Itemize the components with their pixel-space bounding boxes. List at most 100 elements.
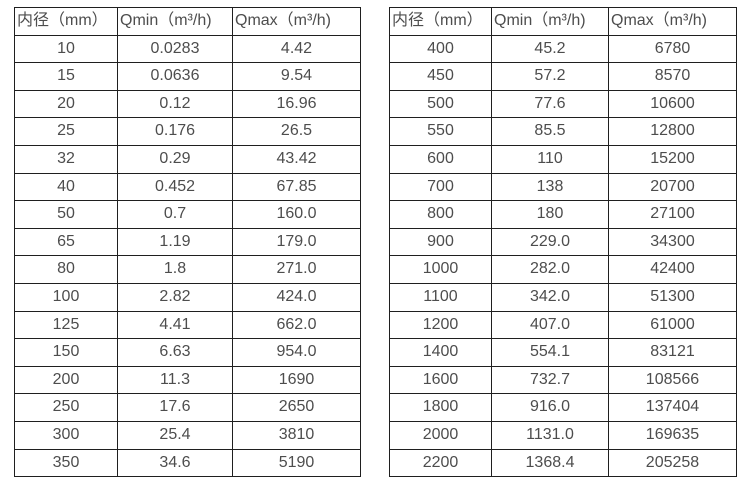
header-row: 内径（mm） Qmin（m³/h) Qmax（m³/h) [389, 7, 737, 36]
table-row: 2200 1368.4 205258 [389, 448, 737, 478]
qmax-cell: 10600 [608, 89, 737, 119]
inner-diameter-cell: 1400 [389, 338, 492, 367]
table-row: 32 0.29 43.42 [14, 144, 361, 174]
table-row: 1000 282.0 42400 [389, 255, 737, 284]
inner-diameter-cell: 1600 [389, 365, 492, 395]
table-row: 900 229.0 34300 [389, 227, 737, 257]
qmin-cell: 77.6 [491, 89, 609, 119]
qmin-cell: 732.7 [491, 365, 609, 395]
qmin-cell: 11.3 [117, 365, 233, 395]
table-body: 10 0.0283 4.42 15 0.0636 9.54 20 0.12 16.96 25 0.1… [14, 34, 361, 478]
table-header: 内径（mm） Qmin（m³/h) Qmax（m³/h) [14, 7, 361, 36]
table-body: 400 45.2 6780 450 57.2 8570 500 77.6 10600 550 85.… [389, 34, 737, 478]
table-row: 2000 1131.0 169635 [389, 420, 737, 450]
qmax-cell: 43.42 [232, 144, 361, 174]
col-header-qmax: Qmax（m³/h) [608, 7, 737, 36]
qmin-cell: 57.2 [491, 62, 609, 91]
table-row: 1600 732.7 108566 [389, 365, 737, 395]
qmax-cell: 108566 [608, 365, 737, 395]
qmax-cell: 5190 [232, 448, 361, 478]
qmin-cell: 25.4 [117, 420, 233, 450]
qmin-cell: 4.41 [117, 310, 233, 340]
qmax-cell: 67.85 [232, 172, 361, 202]
qmin-cell: 45.2 [491, 34, 609, 64]
col-header-inner-diameter: 内径（mm） [14, 7, 118, 36]
qmax-cell: 137404 [608, 393, 737, 422]
inner-diameter-cell: 25 [14, 117, 118, 146]
qmin-cell: 407.0 [491, 310, 609, 340]
qmin-cell: 229.0 [491, 227, 609, 257]
table-row: 1400 554.1 83121 [389, 338, 737, 367]
table-row: 50 0.7 160.0 [14, 200, 361, 229]
table-row: 300 25.4 3810 [14, 420, 361, 450]
qmax-cell: 8570 [608, 62, 737, 91]
table-row: 15 0.0636 9.54 [14, 62, 361, 91]
inner-diameter-cell: 1000 [389, 255, 492, 284]
table-row: 100 2.82 424.0 [14, 282, 361, 312]
table-row: 500 77.6 10600 [389, 89, 737, 119]
inner-diameter-cell: 900 [389, 227, 492, 257]
inner-diameter-cell: 100 [14, 282, 118, 312]
qmin-cell: 1.8 [117, 255, 233, 284]
inner-diameter-cell: 200 [14, 365, 118, 395]
qmax-cell: 20700 [608, 172, 737, 202]
inner-diameter-cell: 10 [14, 34, 118, 64]
table-row: 80 1.8 271.0 [14, 255, 361, 284]
table-header: 内径（mm） Qmin（m³/h) Qmax（m³/h) [389, 7, 737, 36]
qmax-cell: 179.0 [232, 227, 361, 257]
inner-diameter-cell: 700 [389, 172, 492, 202]
qmax-cell: 6780 [608, 34, 737, 64]
inner-diameter-cell: 800 [389, 200, 492, 229]
table-row: 10 0.0283 4.42 [14, 34, 361, 64]
table-row: 125 4.41 662.0 [14, 310, 361, 340]
table-row: 1800 916.0 137404 [389, 393, 737, 422]
qmax-cell: 954.0 [232, 338, 361, 367]
inner-diameter-cell: 2000 [389, 420, 492, 450]
qmin-cell: 1368.4 [491, 448, 609, 478]
inner-diameter-cell: 600 [389, 144, 492, 174]
inner-diameter-cell: 20 [14, 89, 118, 119]
flow-range-table-large-diameters: 内径（mm） Qmin（m³/h) Qmax（m³/h) 400 45.2 6780… [389, 7, 737, 478]
qmin-cell: 0.29 [117, 144, 233, 174]
inner-diameter-cell: 40 [14, 172, 118, 202]
inner-diameter-cell: 15 [14, 62, 118, 91]
qmax-cell: 42400 [608, 255, 737, 284]
qmin-cell: 342.0 [491, 282, 609, 312]
qmax-cell: 15200 [608, 144, 737, 174]
col-header-qmin: Qmin（m³/h) [491, 7, 609, 36]
table-row: 65 1.19 179.0 [14, 227, 361, 257]
inner-diameter-cell: 250 [14, 393, 118, 422]
qmin-cell: 916.0 [491, 393, 609, 422]
table-row: 1200 407.0 61000 [389, 310, 737, 340]
qmax-cell: 61000 [608, 310, 737, 340]
table-row: 450 57.2 8570 [389, 62, 737, 91]
qmin-cell: 554.1 [491, 338, 609, 367]
qmax-cell: 271.0 [232, 255, 361, 284]
inner-diameter-cell: 1100 [389, 282, 492, 312]
inner-diameter-cell: 550 [389, 117, 492, 146]
qmax-cell: 26.5 [232, 117, 361, 146]
qmin-cell: 0.7 [117, 200, 233, 229]
qmin-cell: 282.0 [491, 255, 609, 284]
qmin-cell: 0.12 [117, 89, 233, 119]
qmax-cell: 205258 [608, 448, 737, 478]
table-row: 1100 342.0 51300 [389, 282, 737, 312]
inner-diameter-cell: 450 [389, 62, 492, 91]
inner-diameter-cell: 2200 [389, 448, 492, 478]
qmin-cell: 0.0283 [117, 34, 233, 64]
inner-diameter-cell: 65 [14, 227, 118, 257]
qmin-cell: 0.452 [117, 172, 233, 202]
inner-diameter-cell: 50 [14, 200, 118, 229]
table-row: 800 180 27100 [389, 200, 737, 229]
inner-diameter-cell: 125 [14, 310, 118, 340]
qmin-cell: 85.5 [491, 117, 609, 146]
col-header-qmin: Qmin（m³/h) [117, 7, 233, 36]
inner-diameter-cell: 500 [389, 89, 492, 119]
table-row: 40 0.452 67.85 [14, 172, 361, 202]
table-row: 400 45.2 6780 [389, 34, 737, 64]
qmax-cell: 3810 [232, 420, 361, 450]
table-row: 20 0.12 16.96 [14, 89, 361, 119]
qmax-cell: 83121 [608, 338, 737, 367]
inner-diameter-cell: 350 [14, 448, 118, 478]
